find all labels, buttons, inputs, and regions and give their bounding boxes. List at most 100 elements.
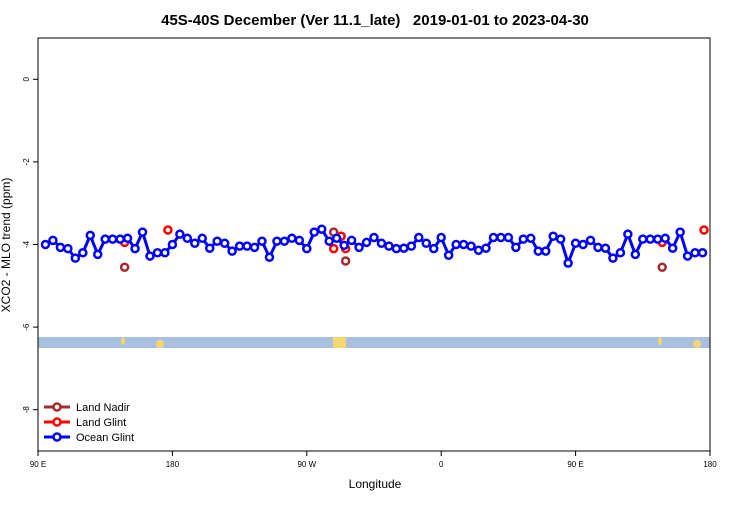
data-point [160,248,170,258]
data-point [600,243,611,253]
x-tick-label: 90 E [30,460,46,469]
data-point [399,243,409,253]
data-point [249,242,260,253]
data-point [660,233,670,244]
data-point [563,258,573,268]
data-point [48,235,58,246]
land-strip [38,337,710,348]
data-point [376,238,387,249]
data-point [197,233,208,244]
data-point [55,242,66,253]
x-tick-label: 0 [439,460,444,469]
data-point [496,232,506,243]
data-point [257,236,267,246]
data-point [340,256,351,266]
data-point [163,225,173,235]
data-point [219,238,230,249]
data-point [421,238,432,249]
x-tick-label: 180 [166,460,180,469]
x-tick-label: 180 [703,460,717,469]
data-point [272,236,282,246]
data-point [615,248,626,258]
data-point [324,236,334,246]
data-point [555,234,566,244]
data-point [511,242,521,253]
data-point [190,238,200,249]
y-tick-label: -2 [22,158,31,166]
data-point [488,232,499,243]
data-point [391,243,402,254]
data-point [316,224,327,234]
x-tick-label: 90 W [297,460,316,469]
data-point [481,243,491,253]
data-point [466,241,476,251]
data-point [690,248,700,258]
land-patch [658,337,662,345]
data-point [182,233,193,244]
land-patch [693,340,701,348]
data-point [294,235,305,246]
land-patch [156,340,164,348]
data-point [682,251,693,261]
legend-marker [52,402,62,412]
data-point [107,234,118,244]
data-point [152,248,163,258]
data-point [667,243,678,253]
legend-marker [52,417,62,427]
legend-label: Land Nadir [76,402,130,414]
data-point [630,249,641,260]
data-point [92,249,103,260]
data-point [361,237,372,248]
land-patch [121,337,125,345]
data-point [548,231,558,241]
data-point [570,238,581,249]
data-point [623,229,633,239]
data-point [526,233,536,244]
data-point [70,253,81,263]
data-point [369,232,379,243]
x-axis-label: Longitude [349,477,402,491]
y-tick-label: 0 [22,77,31,82]
data-point [331,233,342,244]
data-point [699,225,709,235]
data-point [100,234,110,244]
data-point [212,236,222,246]
data-point [458,239,469,250]
y-tick-label: -8 [22,406,31,414]
data-point [593,242,603,253]
data-point [130,243,140,254]
data-point [652,234,663,244]
data-point [436,232,446,243]
data-point [354,242,364,253]
data-point [428,243,439,254]
data-point [406,241,417,251]
data-point [473,245,484,256]
ocean-strip [38,337,710,348]
data-point [414,232,424,243]
legend-marker [52,432,62,442]
legend-label: Ocean Glint [76,432,134,444]
data-point [518,234,529,244]
data-point [234,241,245,251]
data-point [242,241,252,251]
data-point [608,253,618,263]
data-point [533,246,544,256]
data-point [451,239,461,250]
data-point [264,252,275,263]
chart-title: 45S-40S December (Ver 11.1_late) 2019-01… [161,12,589,29]
data-point [443,250,454,260]
y-tick-label: -6 [22,323,31,331]
data-point [167,239,178,250]
data-point [585,235,596,246]
legend: Land Nadir Land Glint Ocean Glint [44,402,134,444]
data-point [638,234,648,244]
data-point [346,235,357,246]
data-point [328,243,339,254]
data-point [384,241,394,251]
x-tick-label: 90 E [567,460,583,469]
data-point [657,262,667,272]
data-point [145,251,155,261]
